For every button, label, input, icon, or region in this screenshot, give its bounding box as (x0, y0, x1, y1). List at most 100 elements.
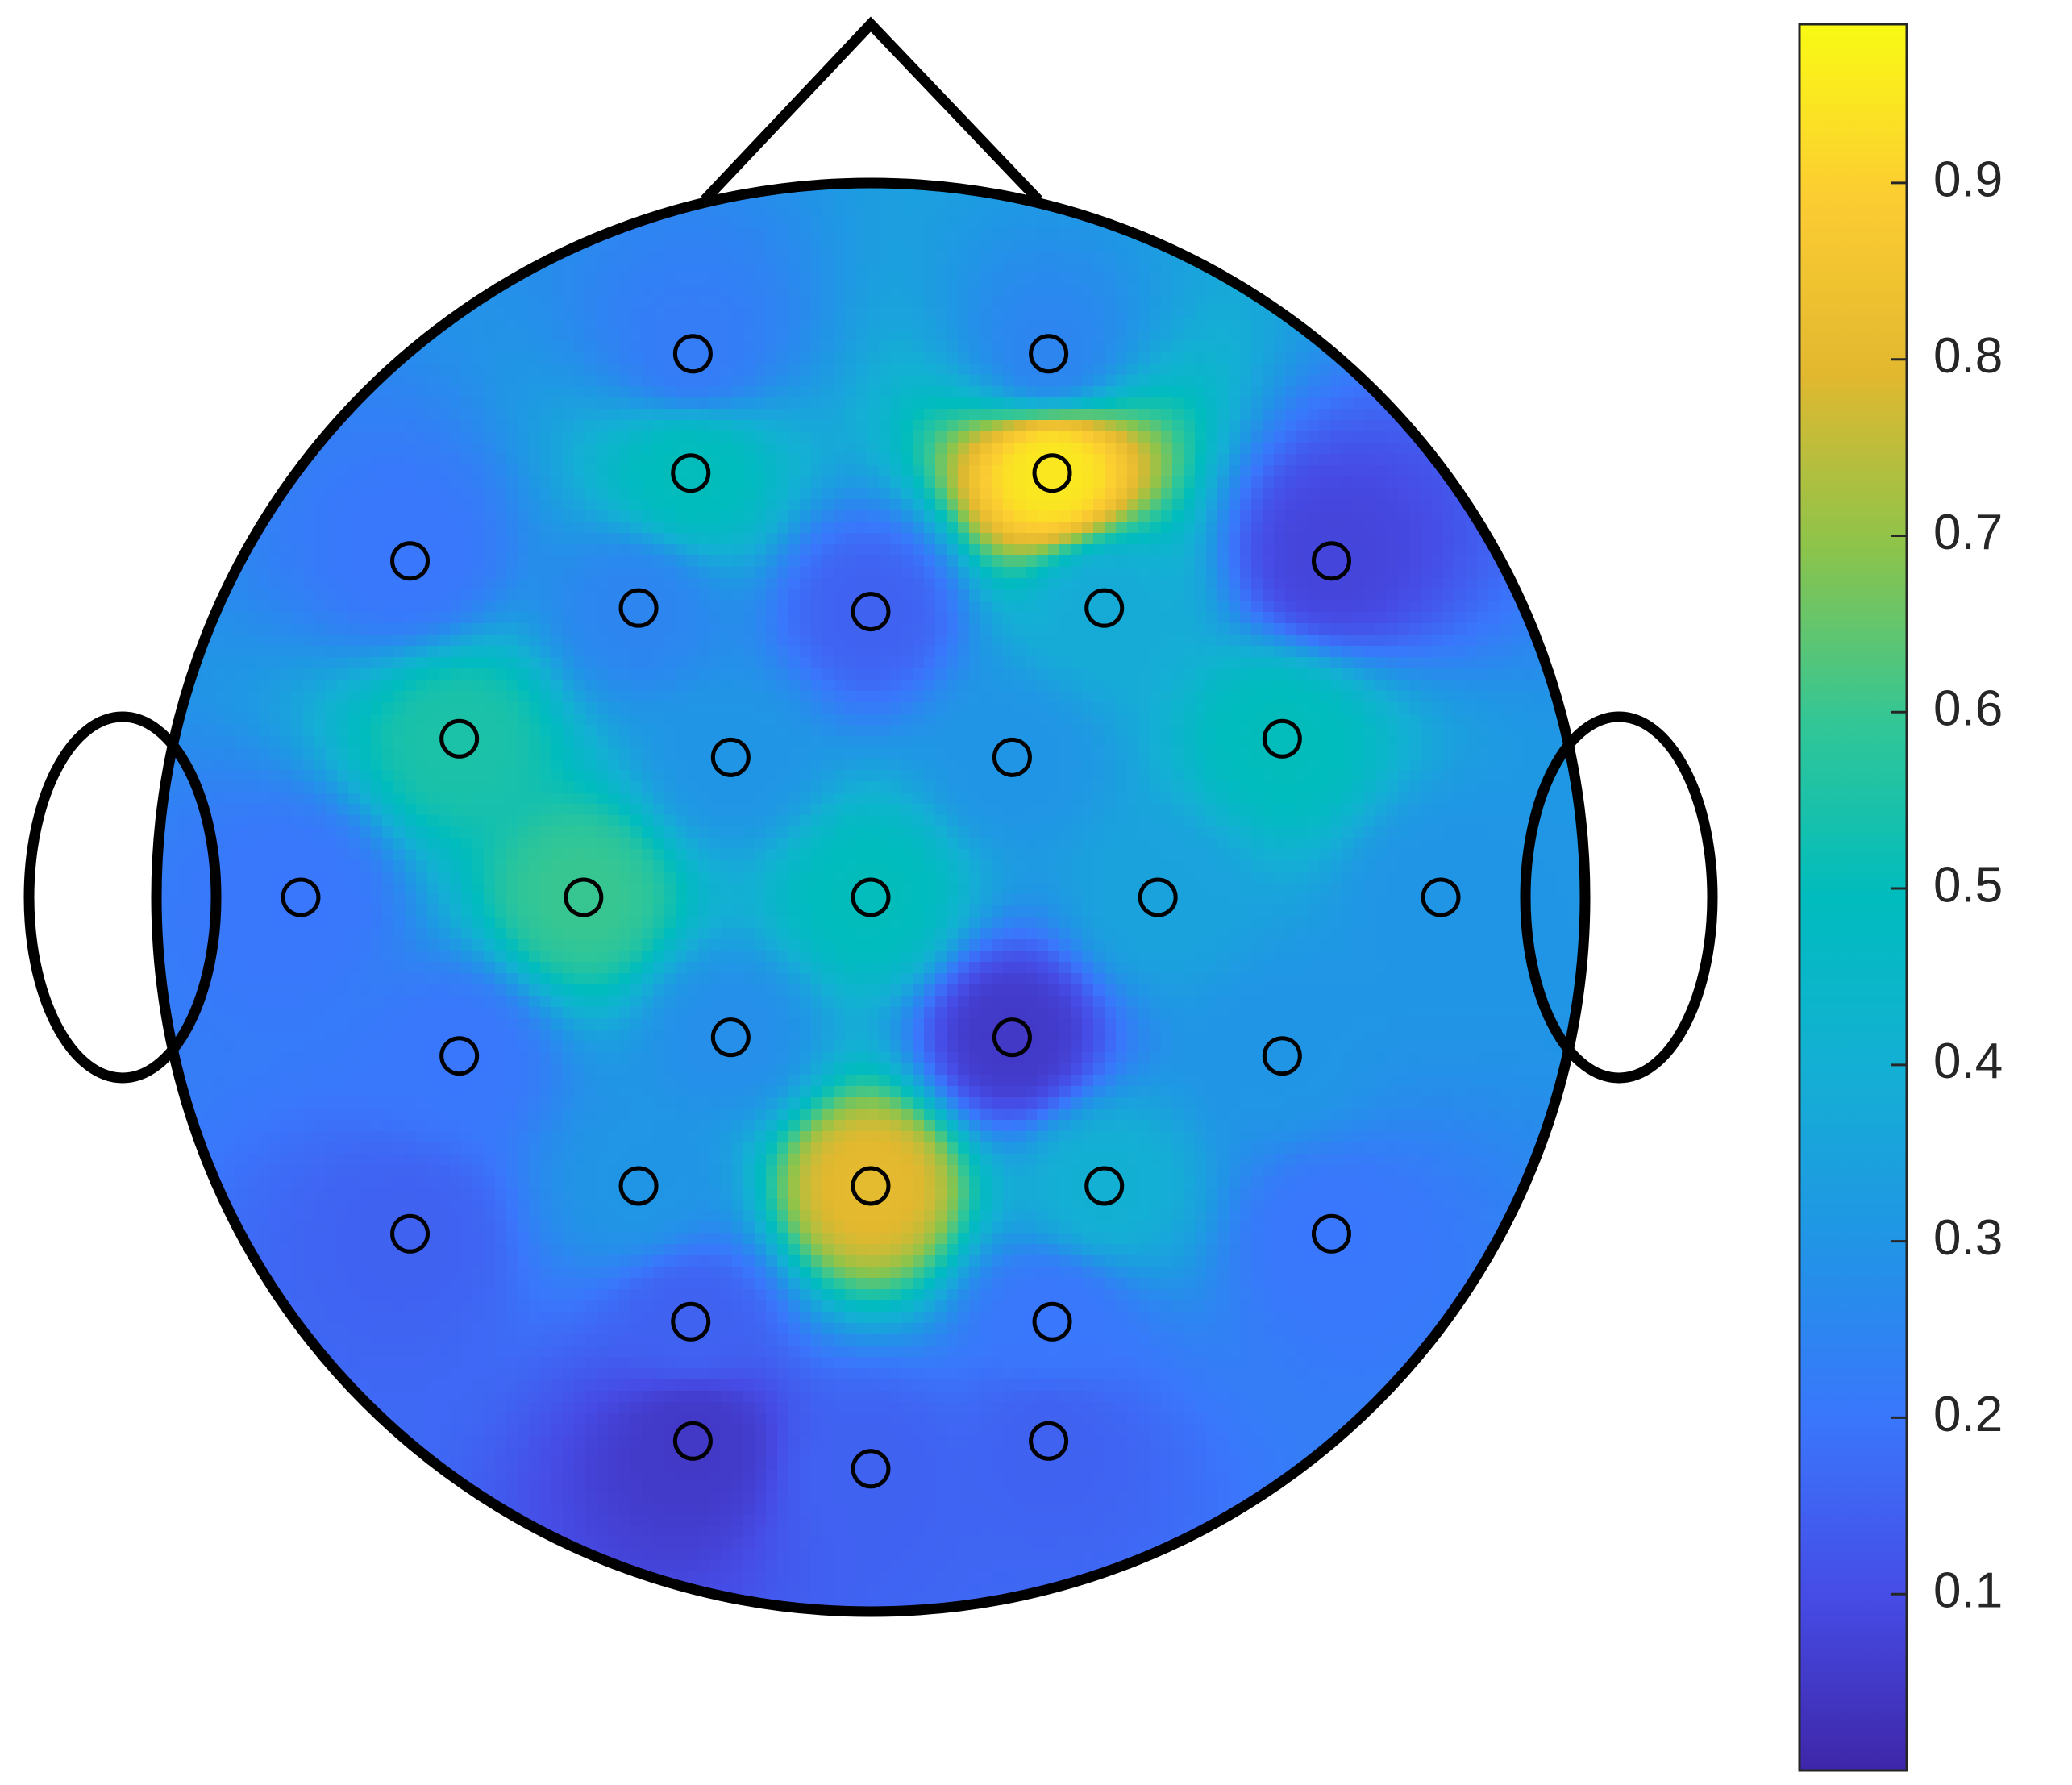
field-cell (1421, 567, 1433, 579)
field-cell (314, 668, 327, 680)
field-cell (1082, 285, 1094, 297)
field-cell (901, 544, 913, 556)
field-cell (958, 544, 970, 556)
field-cell (969, 307, 981, 319)
field-cell (1217, 488, 1229, 500)
field-cell (518, 555, 530, 568)
field-cell (1274, 635, 1286, 647)
field-cell (1229, 533, 1241, 545)
field-cell (1466, 668, 1478, 680)
field-cell (1059, 736, 1071, 748)
field-cell (1285, 454, 1297, 466)
field-cell (687, 318, 699, 331)
field-cell (1263, 544, 1275, 556)
field-cell (619, 725, 631, 737)
field-cell (698, 635, 710, 647)
field-cell (585, 386, 597, 398)
field-cell (935, 454, 947, 466)
field-cell (890, 555, 902, 568)
field-cell (1409, 488, 1421, 500)
field-cell (382, 657, 394, 669)
field-cell (382, 488, 394, 500)
field-cell (913, 341, 925, 353)
field-cell (743, 420, 755, 432)
field-cell (551, 612, 564, 624)
field-cell (788, 352, 801, 364)
field-cell (698, 510, 710, 522)
field-cell (1195, 567, 1207, 579)
field-cell (1229, 691, 1241, 703)
field-cell (992, 544, 1004, 556)
field-cell (314, 725, 327, 737)
field-cell (1026, 251, 1038, 263)
field-cell (484, 567, 496, 579)
field-cell (393, 623, 406, 635)
field-cell (811, 578, 823, 590)
field-cell (1093, 567, 1105, 579)
field-cell (1240, 646, 1252, 658)
field-cell (597, 747, 609, 759)
field-cell (1319, 499, 1331, 511)
field-cell (766, 194, 778, 206)
field-cell (213, 635, 225, 647)
field-cell (1319, 702, 1331, 714)
field-cell (1116, 759, 1128, 771)
field-cell (1172, 522, 1184, 534)
field-cell (439, 702, 451, 714)
field-cell (1059, 635, 1071, 647)
field-cell (1071, 318, 1083, 331)
field-cell (1082, 567, 1094, 579)
field-cell (1071, 375, 1083, 387)
field-cell (913, 364, 925, 376)
field-cell (495, 499, 507, 511)
field-cell (969, 206, 981, 218)
field-cell (867, 206, 880, 218)
field-cell (980, 476, 992, 489)
field-cell (461, 612, 473, 624)
field-cell (439, 443, 451, 455)
field-cell (563, 702, 575, 714)
field-cell (1059, 330, 1071, 342)
field-cell (913, 668, 925, 680)
field-cell (1296, 567, 1309, 579)
field-cell (1184, 533, 1196, 545)
field-cell (540, 657, 552, 669)
field-cell (766, 646, 778, 658)
field-cell (1421, 488, 1433, 500)
field-cell (698, 555, 710, 568)
field-cell (450, 510, 462, 522)
field-cell (1274, 691, 1286, 703)
field-cell (1014, 714, 1026, 726)
field-cell (924, 443, 936, 455)
field-cell (1195, 476, 1207, 489)
field-cell (1353, 544, 1365, 556)
field-cell (427, 375, 439, 387)
field-cell (506, 341, 518, 353)
field-cell (1195, 612, 1207, 624)
field-cell (1048, 578, 1060, 590)
field-cell (1274, 567, 1286, 579)
field-cell (822, 443, 834, 455)
field-cell (969, 341, 981, 353)
field-cell (1240, 364, 1252, 376)
field-cell (1048, 352, 1060, 364)
field-cell (213, 736, 225, 748)
field-cell (1071, 431, 1083, 443)
field-cell (992, 397, 1004, 410)
field-cell (1026, 544, 1038, 556)
field-cell (608, 623, 620, 635)
field-cell (1342, 736, 1354, 748)
field-cell (698, 251, 710, 263)
field-cell (913, 206, 925, 218)
field-cell (958, 499, 970, 511)
field-cell (1240, 601, 1252, 613)
field-cell (834, 488, 846, 500)
field-cell (1432, 725, 1444, 737)
field-cell (1409, 714, 1421, 726)
field-cell (1263, 668, 1275, 680)
field-cell (788, 465, 801, 477)
field-cell (935, 364, 947, 376)
field-cell (585, 544, 597, 556)
field-cell (1150, 612, 1162, 624)
field-cell (935, 623, 947, 635)
